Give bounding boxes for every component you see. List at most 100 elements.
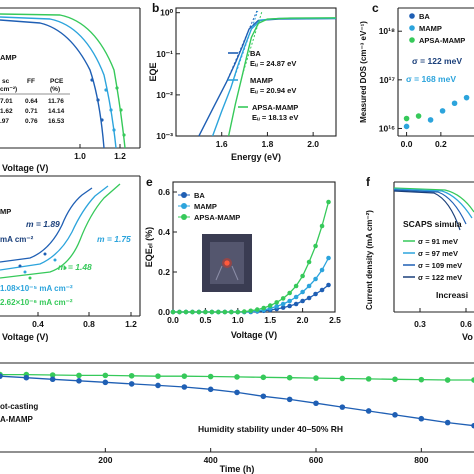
panel-a-xlabel: Voltage (V) [2, 163, 48, 173]
panel-g-point-apsa [286, 374, 293, 381]
panel-c: c Measured DOS (cm⁻³ eV⁻¹) 10¹⁸ 10¹⁷ 10¹⁶ 0… [359, 1, 474, 149]
panel-f-ylabel: Current density (mA cm⁻²) [365, 210, 374, 310]
panel-e-point-apsa [190, 309, 195, 315]
panel-g-point-apsa [339, 375, 346, 382]
panel-e-point-apsa [300, 273, 305, 279]
panel-e-point-mamp [306, 283, 312, 289]
panel-e-inset-probe [231, 265, 239, 281]
panel-e-point-mamp [313, 276, 318, 282]
panel-g-point-casting [128, 381, 135, 387]
panel-e-ytick-label: 0.6 [158, 187, 170, 197]
panel-c-points [403, 94, 470, 130]
panel-c-ytick-label: 10¹⁸ [379, 26, 395, 36]
panel-g-line-casting [0, 375, 474, 427]
panel-g-point-casting [365, 408, 372, 414]
panel-f-xtick-label: 0.6 [460, 319, 472, 329]
panel-e-point-apsa [209, 309, 215, 315]
panel-e-point-ba [326, 282, 331, 288]
panel-b-eu-ba: Eᵤ = 24.87 eV [250, 59, 296, 68]
panel-g-point-casting [234, 389, 240, 396]
panel-e-point-mamp [326, 255, 331, 261]
panel-g-point-casting [23, 374, 30, 381]
panel-e-series [170, 199, 331, 315]
panel-d-current-apsa: 2.62×10⁻⁶ mA cm⁻² [0, 298, 73, 307]
panel-e-letter: e [146, 175, 153, 189]
panel-g-point-apsa [49, 372, 56, 378]
panel-e-ytick-label: 0.4 [158, 227, 170, 237]
panel-g-xtick-label: 800 [414, 455, 428, 465]
panel-e-point-apsa [306, 259, 312, 265]
panel-g-point-casting [76, 378, 82, 384]
panel-g-point-apsa [76, 372, 82, 379]
panel-a-table-cell: .97 [0, 118, 9, 125]
panel-e-xtick-label: 1.5 [264, 315, 276, 325]
panel-c-sigma-mamp: σ = 168 meV [406, 74, 456, 84]
panel-e: e EQEₑₗ (%) Voltage (V) 0.0 0.5 1.0 1.5 2.0 2… [144, 175, 341, 340]
panel-d-marker [53, 258, 57, 262]
panel-e-point-ba [287, 303, 292, 309]
panel-e-point-ba [280, 305, 286, 310]
panel-b-label-mamp: MAMP [250, 76, 273, 85]
panel-g-point-casting [444, 419, 451, 426]
panel-c-point-apsa [415, 113, 422, 119]
panel-g-point-apsa [418, 376, 425, 383]
panel-e-point-ba [319, 287, 325, 293]
panel-a-marker [96, 98, 100, 102]
panel-d-slope-apsa: m = 1.48 [58, 262, 92, 272]
panel-a-table-header: sc [2, 78, 10, 85]
panel-f-letter: f [366, 175, 371, 189]
panel-a-marker [90, 78, 94, 82]
panel-d-marker [43, 252, 47, 256]
panel-c-xtick-label: 0.0 [401, 139, 413, 149]
panel-e-point-apsa [261, 305, 267, 311]
panel-a-marker [112, 128, 116, 132]
panel-e-point-apsa [177, 309, 182, 315]
panel-g-point-casting [181, 384, 188, 390]
panel-e-point-apsa [293, 283, 299, 289]
panel-c-point-mamp [439, 108, 446, 114]
panel-g-point-apsa [365, 376, 372, 382]
panel-a-marker [115, 86, 119, 90]
panel-e-point-apsa [280, 296, 286, 301]
panel-e-xtick-label: 0.0 [167, 315, 179, 325]
panel-e-ylabel: EQEₑₗ (%) [144, 227, 154, 267]
panel-g-legend-fragment-1: ot-casting [0, 402, 38, 411]
panel-a-table-cell: 0.76 [25, 118, 38, 125]
panel-e-point-apsa [170, 309, 176, 315]
panel-g-point-apsa [471, 377, 474, 383]
panel-c-legend-marker-mamp [409, 25, 415, 31]
panel-e-point-apsa [196, 309, 202, 315]
panel-e-xtick-label: 1.0 [232, 315, 244, 325]
panel-e-point-mamp [319, 267, 325, 273]
panel-a-table-cell: 0.64 [25, 98, 38, 105]
panel-e-xtick-label: 2.5 [329, 315, 341, 325]
panel-g-point-apsa [102, 372, 109, 379]
panel-e-point-apsa [222, 309, 228, 315]
panel-a-table-cell: 0.71 [25, 108, 38, 115]
panel-c-legend-marker-apsa [409, 37, 415, 43]
panel-f-legend-109: σ = 109 meV [418, 261, 462, 270]
panel-d: 0.4 0.8 1.2 Voltage (V) MP m = 1.89 mA c… [0, 175, 141, 342]
panel-e-inset-probe [215, 265, 223, 281]
panel-g-point-casting [286, 396, 293, 403]
panel-d-curve-ba [0, 187, 93, 263]
panel-d-xtick-label: 0.8 [83, 319, 95, 329]
panel-e-point-ba [306, 295, 312, 301]
panel-d-curve-apsa [0, 183, 121, 279]
panel-e-legend-ba: BA [194, 191, 205, 200]
panel-f-increasing-label: Increasi [436, 290, 468, 300]
panel-e-point-mamp [287, 298, 292, 304]
panel-a-table-sub: (%) [50, 86, 60, 93]
panel-a: 1.0 1.2 Voltage (V) AMP sc FF PCE cm⁻²) … [0, 7, 141, 173]
panel-e-point-apsa [241, 309, 247, 314]
panel-b-curves [198, 10, 337, 137]
panel-g-point-casting [339, 404, 346, 410]
panel-e-ytick-label: 0.0 [158, 307, 170, 317]
panel-g-xlabel: Time (h) [220, 464, 255, 474]
panel-a-legend-fragment: AMP [0, 53, 17, 62]
panel-a-table: sc FF PCE cm⁻²) (%) 7.01 0.64 11.76 1.62… [0, 78, 70, 125]
panel-b-ylabel: EQE [148, 62, 158, 81]
panel-e-point-apsa [203, 309, 208, 315]
panel-e-xtick-label: 2.0 [297, 315, 309, 325]
panel-c-point-mamp [451, 100, 458, 107]
